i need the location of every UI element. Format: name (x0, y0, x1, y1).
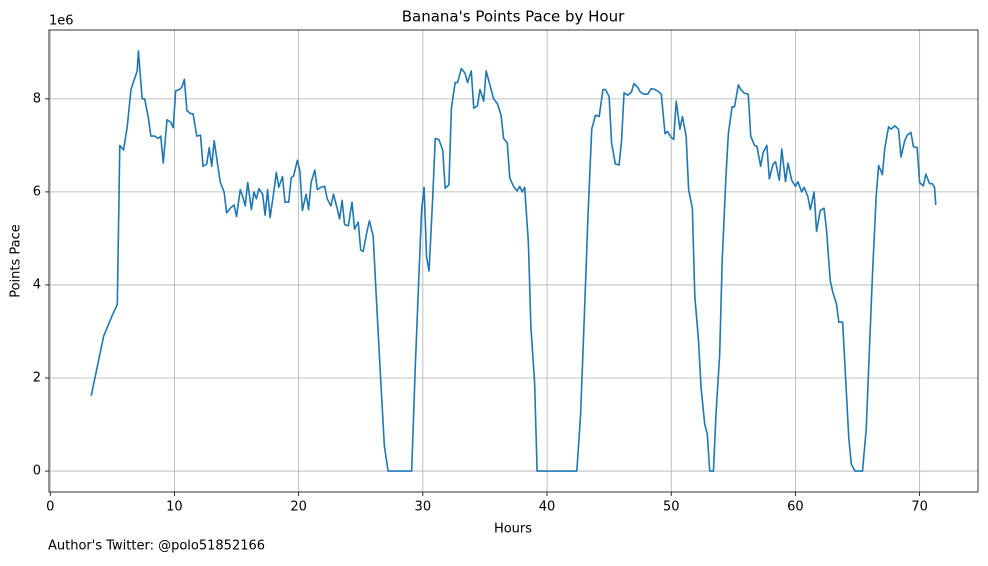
x-tick-label: 70 (911, 500, 928, 515)
data-line (90, 50, 937, 472)
y-tick-label: 0 (33, 464, 41, 479)
y-axis-label: Points Pace (9, 224, 24, 298)
x-tick-label: 10 (166, 500, 183, 515)
x-axis-label: Hours (494, 522, 532, 537)
x-tick-label: 0 (46, 500, 54, 515)
y-tick-label: 6 (33, 184, 41, 199)
y-offset-label: 1e6 (49, 14, 74, 29)
plot-frame (48, 29, 979, 493)
x-tick-label: 20 (290, 500, 307, 515)
y-tick-label: 4 (33, 277, 41, 292)
y-tick-label: 8 (33, 91, 41, 106)
x-tick-label: 40 (539, 500, 556, 515)
footer: Author's Twitter: @polo51852166 (48, 539, 265, 554)
y-tick-label: 2 (33, 371, 41, 386)
chart-title: Banana's Points Pace by Hour (402, 8, 625, 26)
x-tick-label: 60 (787, 500, 804, 515)
x-tick-label: 30 (415, 500, 432, 515)
x-tick-label: 50 (663, 500, 680, 515)
